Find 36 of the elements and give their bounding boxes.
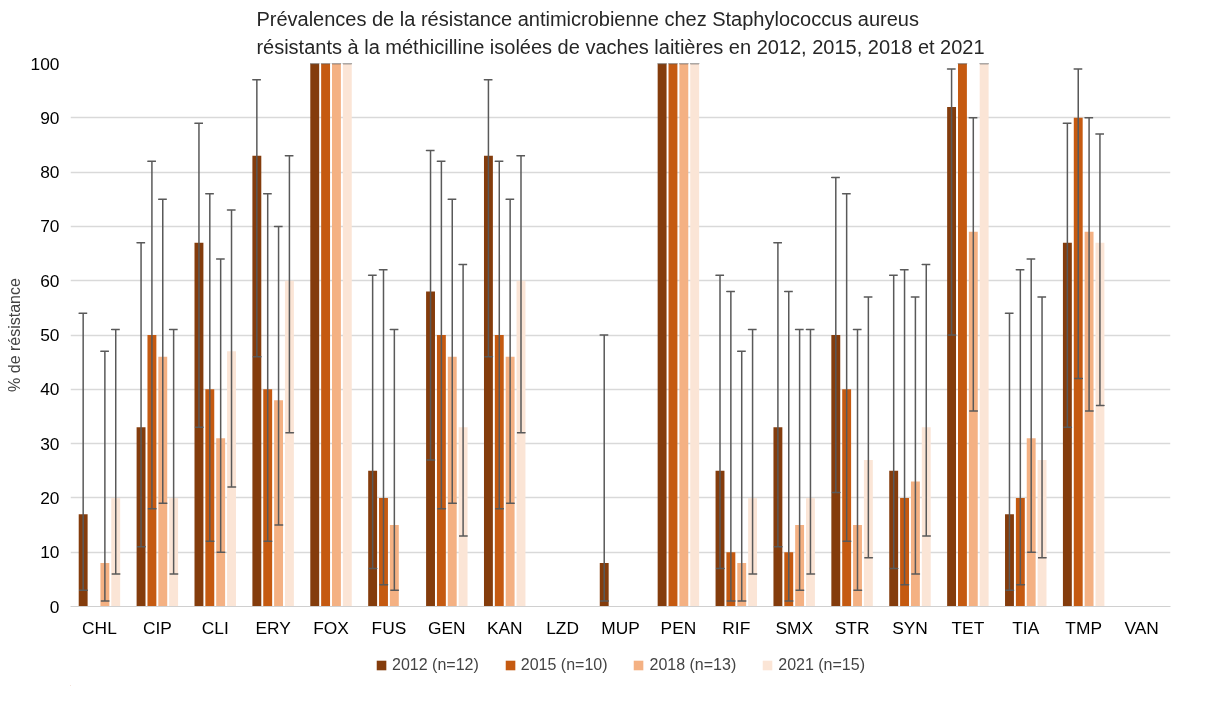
- legend-label: 2018 (n=13): [649, 656, 737, 674]
- x-tick-label: VAN: [1124, 617, 1159, 638]
- x-tick-label: CLI: [201, 617, 229, 638]
- x-tick-label: RIF: [722, 617, 751, 638]
- y-axis-title: % de résistance: [5, 277, 23, 392]
- y-tick-label: 80: [40, 162, 60, 183]
- y-tick-label: 20: [40, 487, 60, 508]
- x-tick-label: SMX: [775, 617, 814, 638]
- y-tick-label: 30: [40, 433, 60, 454]
- x-tick-label: CHL: [82, 617, 118, 638]
- x-tick-label: FOX: [313, 617, 350, 638]
- legend-label: 2012 (n=12): [392, 656, 479, 674]
- x-tick-label: ERY: [255, 617, 292, 638]
- chart-title: Prévalences de la résistance antimicrobienne chez Staphylococcus aureus résistants à la méthicilline isolées de vaches laitières en 2012, 2015, 2018 et 2021: [256, 7, 985, 59]
- x-tick-label: MUP: [601, 617, 640, 638]
- legend-label: 2021 (n=15): [778, 656, 865, 674]
- x-tick-label: SYN: [892, 617, 928, 638]
- x-tick-label: GEN: [428, 617, 466, 638]
- y-tick-label: 40: [40, 379, 60, 400]
- y-tick-label: 100: [30, 53, 60, 74]
- x-tick-label: TET: [951, 617, 985, 638]
- y-tick-label: 0: [49, 596, 60, 617]
- legend-label: 2015 (n=10): [520, 656, 608, 674]
- x-tick-label: STR: [834, 617, 870, 638]
- y-tick-label: 60: [40, 270, 60, 291]
- x-tick-label: TIA: [1012, 617, 1040, 638]
- x-tick-label: TMP: [1065, 617, 1102, 638]
- y-tick-label: 50: [40, 325, 60, 345]
- y-tick-label: 90: [40, 107, 60, 128]
- y-tick-label: 10: [40, 542, 60, 563]
- x-tick-label: LZD: [546, 617, 579, 638]
- x-tick-label: CIP: [142, 617, 172, 638]
- x-tick-label: KAN: [486, 617, 523, 638]
- x-tick-label: PEN: [660, 617, 697, 638]
- y-tick-label: 70: [40, 216, 60, 237]
- x-tick-label: FUS: [371, 617, 407, 638]
